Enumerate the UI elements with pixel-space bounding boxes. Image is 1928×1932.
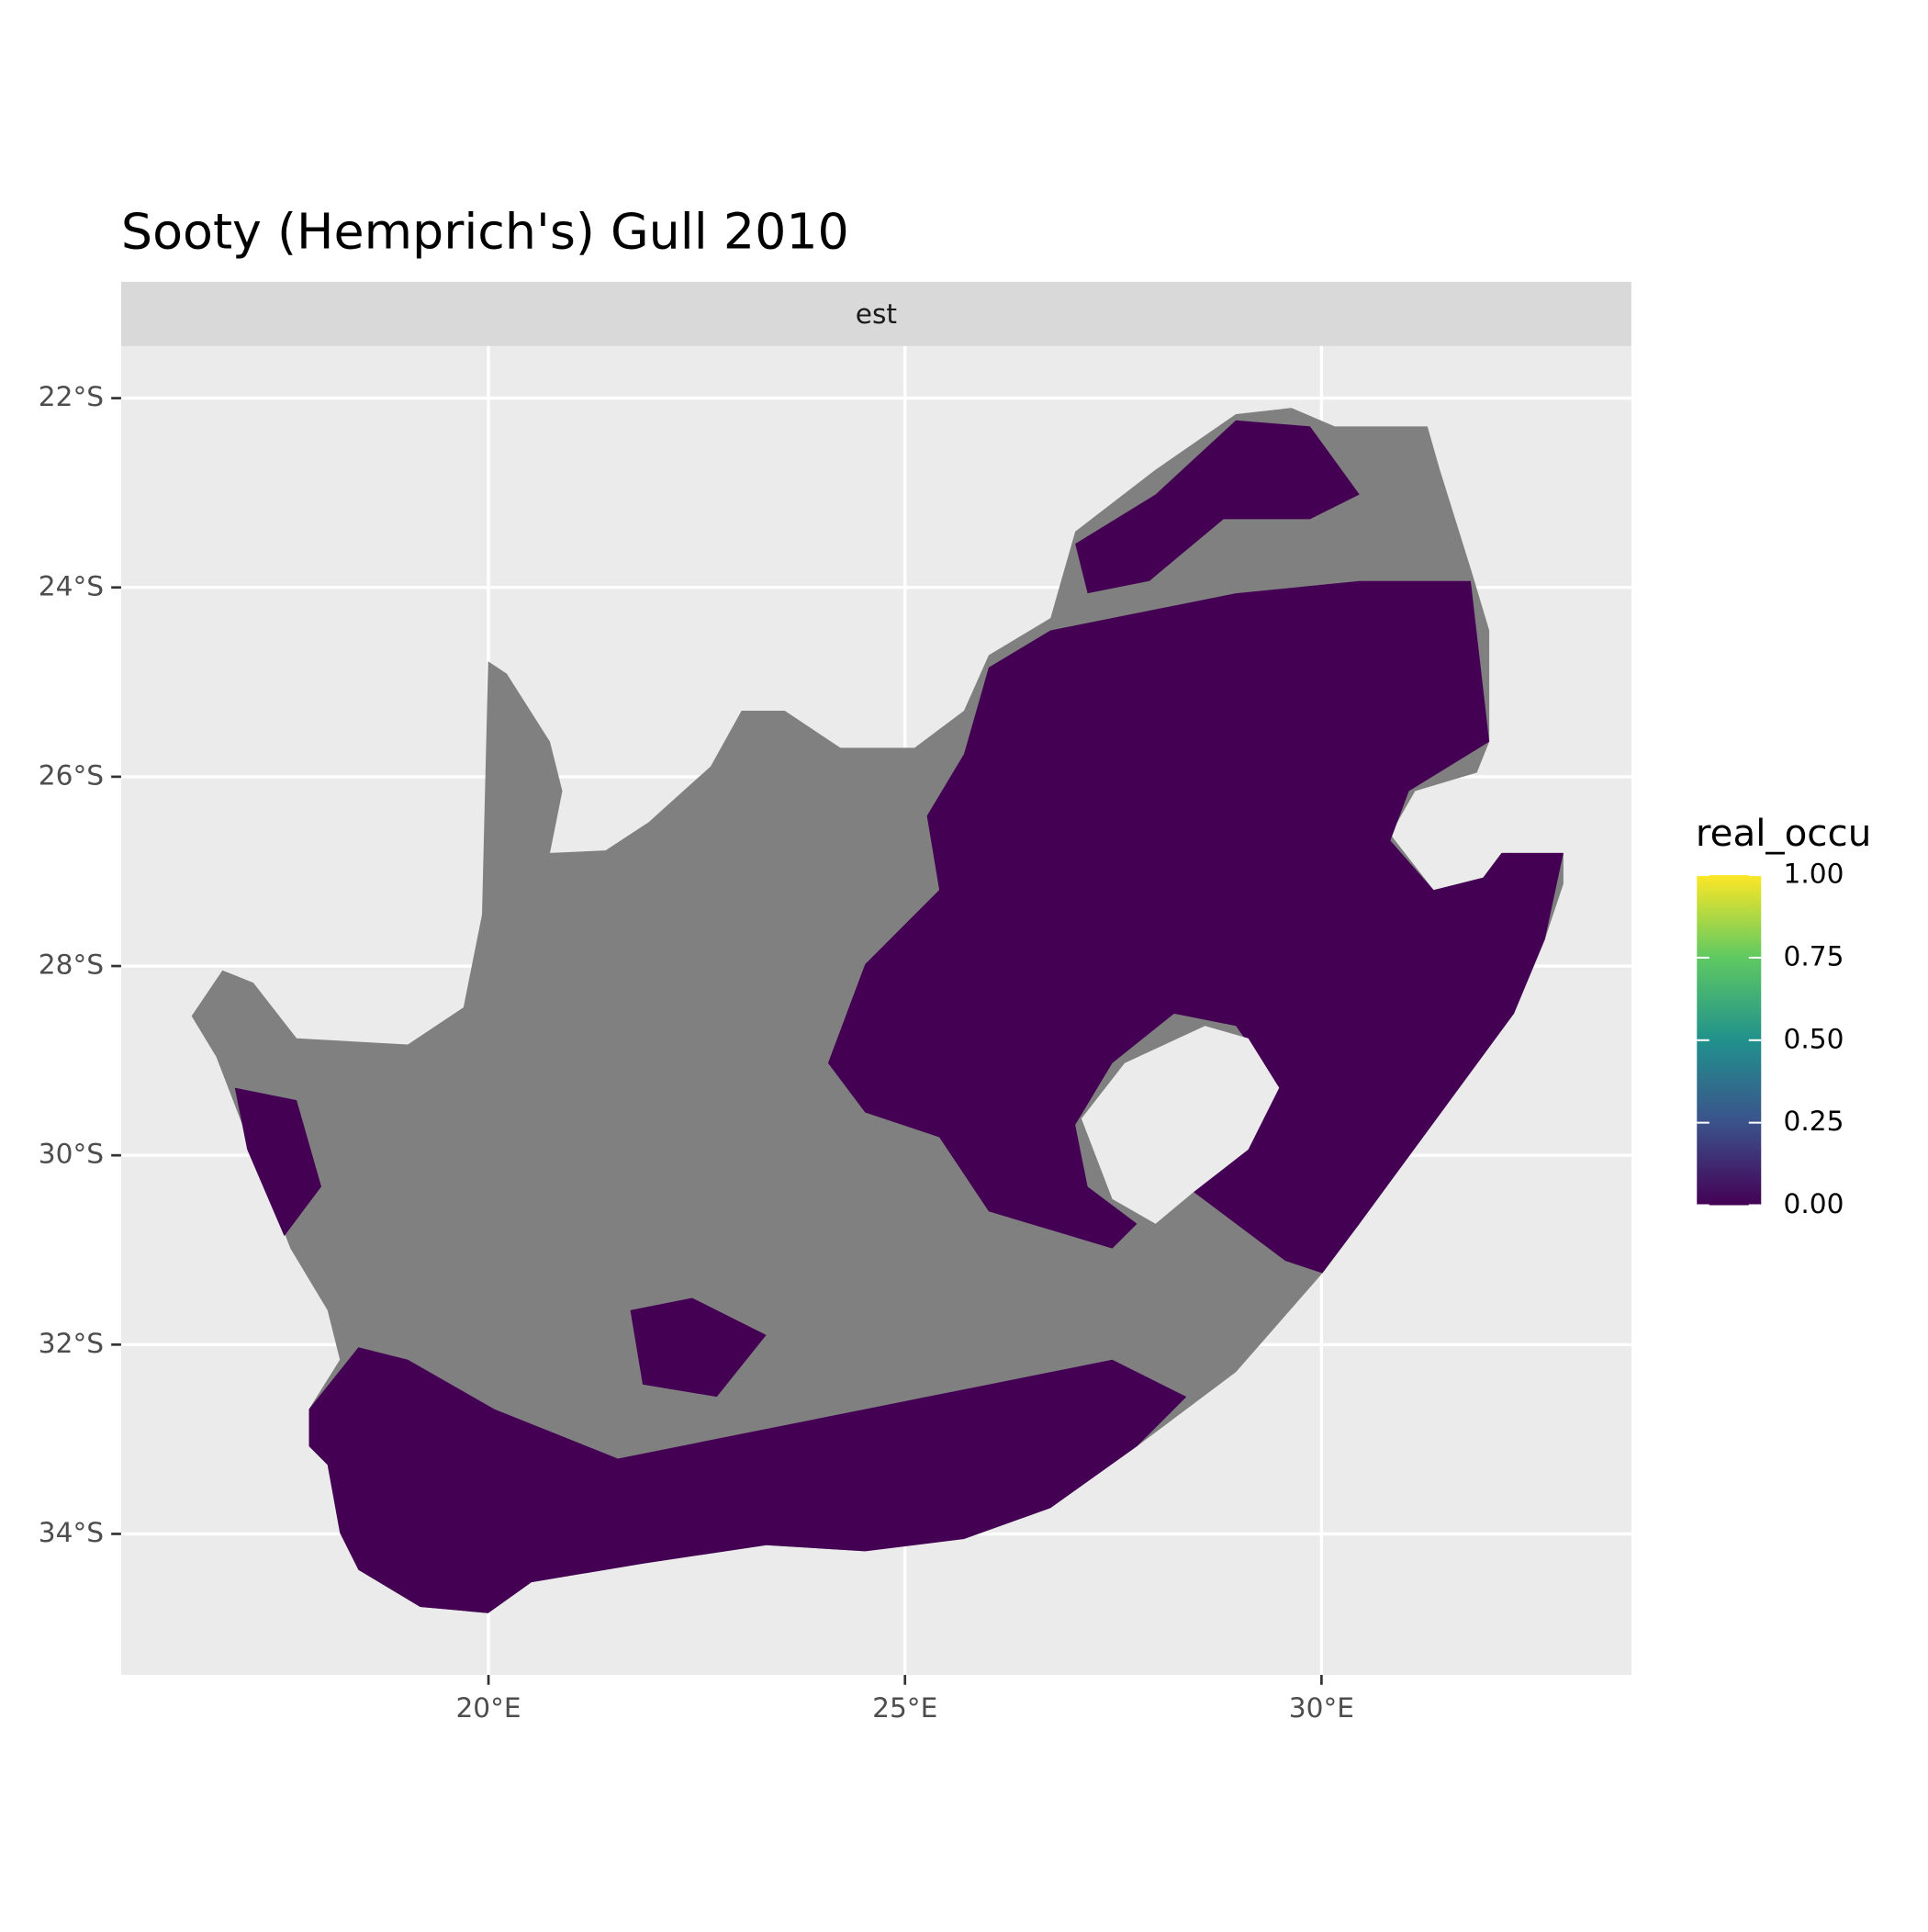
y-tick-label: 28°S	[39, 949, 104, 981]
x-tick-label: 25°E	[872, 1692, 937, 1724]
y-tick-label: 24°S	[39, 570, 104, 601]
x-tick-label: 30°E	[1289, 1692, 1354, 1724]
y-tick-label: 30°S	[39, 1139, 104, 1170]
occupancy-zero-region	[308, 1347, 1187, 1613]
facet-label: est	[856, 298, 897, 330]
y-tick-label: 34°S	[39, 1517, 104, 1548]
legend-tick-label: 0.50	[1783, 1023, 1844, 1054]
occupancy-zero-region	[1075, 420, 1360, 594]
y-tick-label: 22°S	[39, 381, 104, 412]
occupancy-zero-region	[630, 1297, 767, 1398]
legend: real_occu 0.00 0.25 0.50 0.75 1.00	[1696, 812, 1871, 1219]
axes: 20°E 25°E 30°E 22°S 24°S 26°S 28°S 30°S 32°S 34°S	[39, 381, 1354, 1724]
lesotho-hole	[1081, 1026, 1280, 1224]
legend-tick-label: 0.25	[1783, 1106, 1844, 1137]
x-tick-label: 20°E	[455, 1692, 521, 1724]
legend-title: real_occu	[1696, 812, 1871, 855]
legend-tick-label: 0.00	[1783, 1188, 1844, 1219]
y-tick-label: 32°S	[39, 1328, 104, 1359]
legend-tick-label: 1.00	[1783, 859, 1844, 890]
y-tick-label: 26°S	[39, 759, 104, 791]
facet-strip	[120, 281, 1631, 346]
map	[191, 408, 1564, 1613]
occupancy-zero-region	[234, 1087, 321, 1237]
occupancy-zero-region	[827, 580, 1564, 1274]
legend-tick-label: 0.75	[1783, 940, 1844, 972]
chart-title: Sooty (Hemprich's) Gull 2010	[121, 202, 849, 260]
